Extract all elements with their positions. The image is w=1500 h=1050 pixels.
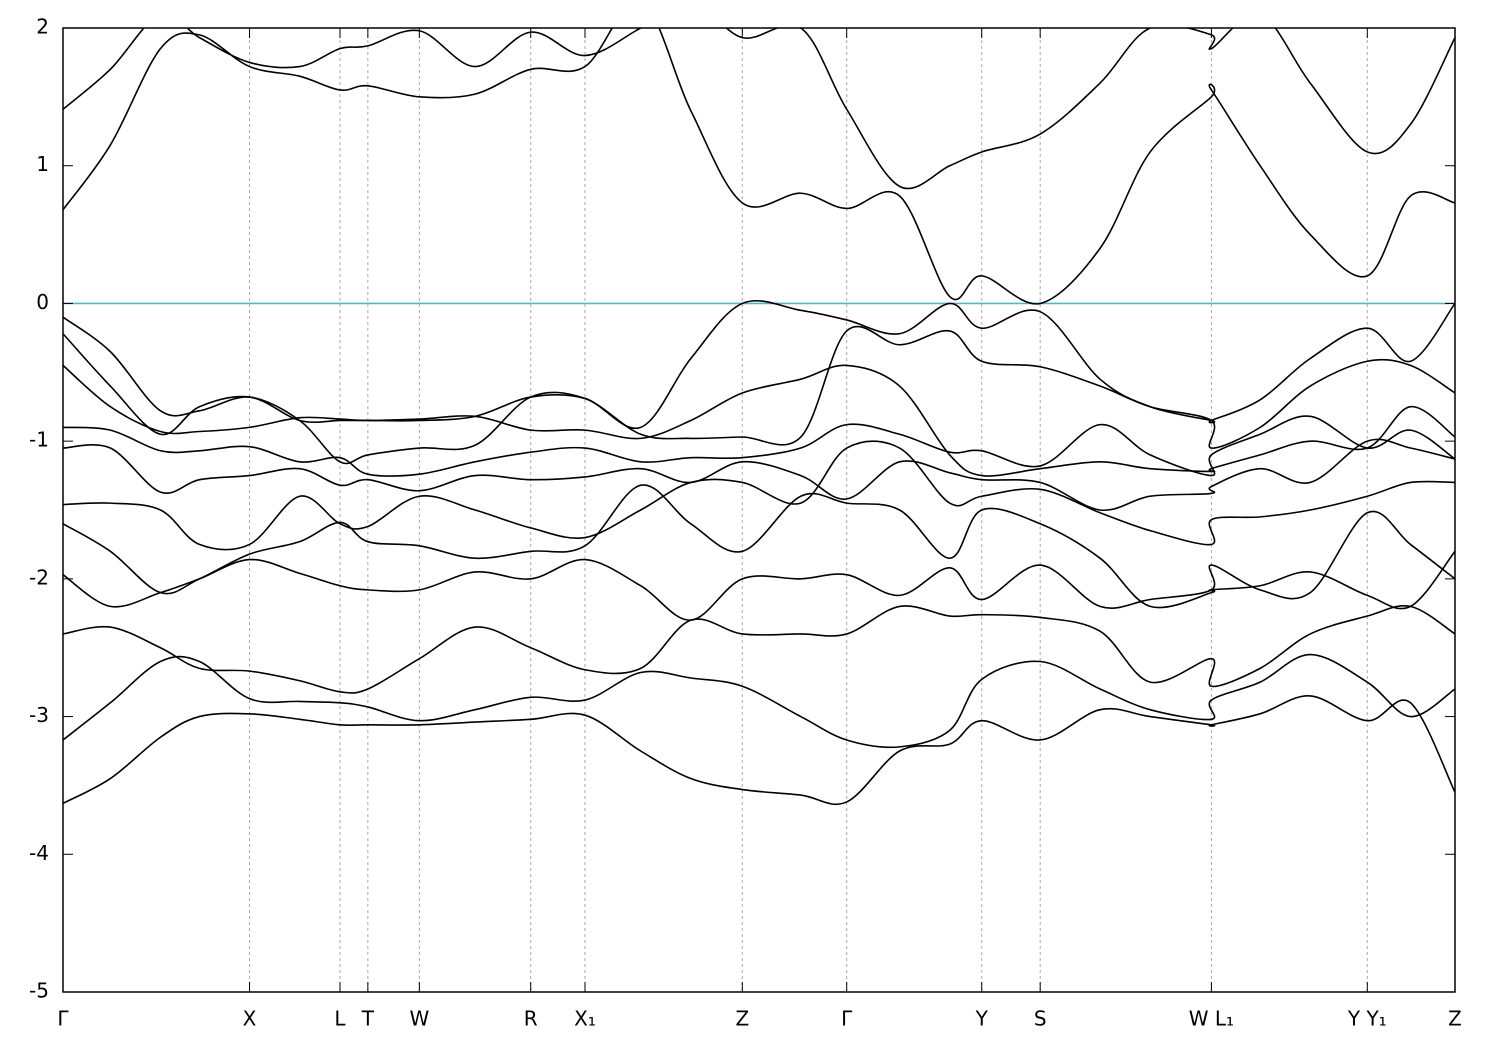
x-tick-label: Γ [841, 1007, 853, 1031]
x-tick-label: S [1034, 1007, 1047, 1031]
axis-layer: -5 -4 -3 -2 -1 0 1 2 Γ X L T W R X₁ Z Γ Y S W L₁ Y Y₁ Z [29, 15, 1462, 1031]
y-tick-label: -1 [29, 428, 49, 452]
y-tick-label: 2 [36, 15, 49, 39]
band-line [63, 299, 1455, 430]
x-tick-label: X [243, 1007, 257, 1031]
plot-frame [62, 27, 1456, 993]
band-line [63, 484, 1455, 610]
x-tick-label: T [361, 1007, 375, 1031]
band-line [63, 28, 1455, 305]
y-tick-label: -2 [29, 565, 49, 589]
band-line [63, 653, 1455, 749]
band-line [63, 364, 1455, 477]
y-tick-label: -4 [29, 841, 49, 865]
y-tick-label: -3 [29, 703, 49, 727]
band-layer [63, 28, 1455, 806]
x-tick-label: Z [1448, 1007, 1462, 1031]
band-line [63, 510, 1455, 621]
band-line [63, 325, 1455, 465]
x-tick-label: R [524, 1007, 538, 1031]
y-tick-label: 0 [36, 290, 49, 314]
x-tick-label: W [409, 1007, 429, 1031]
x-tick-label: Y Y₁ [1347, 1007, 1387, 1031]
y-tick-label: -5 [29, 979, 49, 1003]
x-tick-label: W L₁ [1189, 1007, 1234, 1031]
band-line [63, 438, 1455, 511]
band-line [63, 28, 1455, 190]
band-line [63, 695, 1455, 806]
x-tick-label: L [334, 1007, 346, 1031]
band-line [63, 440, 1455, 551]
x-tick-label: Z [735, 1007, 749, 1031]
grid-layer [62, 28, 1456, 992]
x-tick-label: Γ [57, 1007, 69, 1031]
y-tick-label: 1 [36, 152, 49, 176]
x-tick-label: X₁ [574, 1007, 596, 1031]
x-tick-label: Y [975, 1007, 989, 1031]
band-line [63, 415, 1455, 477]
band-line [63, 604, 1455, 694]
